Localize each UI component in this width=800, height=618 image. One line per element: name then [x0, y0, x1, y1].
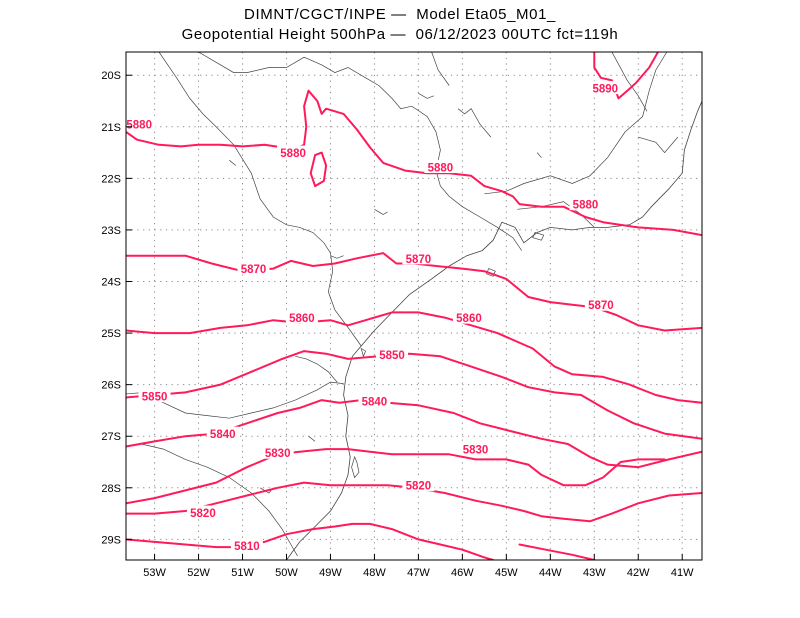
contour-label-5880: 5880 — [573, 200, 599, 212]
x-tick-label: 53W — [143, 567, 166, 579]
contour-label-5880: 5880 — [428, 163, 454, 175]
contour-label-5890: 5890 — [592, 84, 618, 96]
contour-label-bg — [186, 505, 219, 519]
x-tick-label: 45W — [495, 567, 518, 579]
lake-outline — [295, 355, 338, 383]
contour-label-bg — [206, 426, 239, 440]
island-outline — [360, 347, 367, 358]
y-tick-label: 24S — [101, 277, 121, 289]
y-tick-label: 28S — [101, 483, 121, 495]
chart-title-line1: DIMNT/CGCT/INPE — Model Eta05_M01_ — [244, 6, 556, 23]
contour-line-5830 — [126, 448, 666, 505]
contour-labels: 5890 5880 5880 5880 5880 5870 5870 5870 5860 5860… — [126, 81, 622, 553]
x-tick-label: 42W — [627, 567, 650, 579]
contour-line-5880 — [309, 151, 328, 188]
contour-label-bg — [589, 81, 622, 95]
coastline — [286, 100, 702, 560]
y-tick-label: 26S — [101, 380, 121, 392]
x-tick-label: 49W — [319, 567, 342, 579]
contour-label-5870: 5870 — [406, 254, 432, 266]
chart-title-line2: Geopotential Height 500hPa — 06/12/2023 … — [181, 26, 619, 43]
contour-label-5870: 5870 — [588, 300, 614, 312]
x-tick-label: 50W — [275, 567, 298, 579]
state-boundary — [517, 201, 595, 228]
contour-label-bg — [126, 117, 156, 131]
lake-outline — [308, 435, 316, 442]
x-tick-label: 41W — [671, 567, 694, 579]
lake-outline — [457, 108, 492, 138]
contour-label-bg — [230, 538, 263, 552]
contour-label-5850: 5850 — [142, 391, 168, 403]
lake-outline — [229, 160, 237, 166]
contour-label-bg — [358, 394, 391, 408]
contour-label-5860: 5860 — [289, 313, 315, 325]
lake-outline — [330, 255, 344, 259]
contour-label-5840: 5840 — [210, 429, 236, 441]
state-boundary — [638, 136, 679, 154]
state-boundary — [431, 52, 450, 86]
lake-outline — [536, 152, 542, 158]
state-boundary — [611, 52, 648, 112]
contour-line-5880 — [126, 89, 702, 237]
y-tick-label: 21S — [101, 122, 121, 134]
y-tick-label: 25S — [101, 328, 121, 340]
contour-label-5850: 5850 — [379, 350, 405, 362]
y-tick-label: 27S — [101, 431, 121, 443]
state-boundary — [158, 52, 362, 347]
x-tick-label: 44W — [539, 567, 562, 579]
contour-label-5830: 5830 — [463, 445, 489, 457]
contour-label-bg — [424, 160, 457, 174]
plot-frame — [125, 51, 703, 561]
y-tick-label: 29S — [101, 534, 121, 546]
x-tick-label: 46W — [451, 567, 474, 579]
contour-label-bg — [138, 388, 171, 402]
grid-lines — [126, 52, 702, 560]
contour-label-5840: 5840 — [362, 397, 388, 409]
x-tick-label: 48W — [363, 567, 386, 579]
contour-label-bg — [459, 442, 492, 456]
contour-label-bg — [569, 197, 602, 211]
contour-label-bg — [452, 310, 485, 324]
contour-line-5810 — [126, 522, 495, 560]
contour-label-bg — [402, 478, 435, 492]
island-outline — [532, 232, 545, 241]
x-tick-label: 52W — [187, 567, 210, 579]
contour-label-5870: 5870 — [241, 264, 267, 276]
contour-line-5860 — [126, 311, 702, 404]
contour-label-bg — [237, 261, 270, 275]
contour-label-5830: 5830 — [265, 448, 291, 460]
y-tick-label: 22S — [101, 173, 121, 185]
contour-label-5880: 5880 — [280, 148, 306, 160]
y-tick-label: 20S — [101, 70, 121, 82]
y-tick-label: 23S — [101, 225, 121, 237]
contour-label-5860: 5860 — [456, 313, 482, 325]
contour-label-5810: 5810 — [234, 541, 260, 553]
contour-label-bg — [584, 297, 617, 311]
axis-ticks: 53W 52W 51W 50W 49W 48W 47W 46W 45W 44W 43W 42W 41W 2… — [101, 70, 694, 579]
x-tick-label: 43W — [583, 567, 606, 579]
contour-line-5810 — [518, 543, 596, 560]
contour-line-5850 — [126, 350, 702, 440]
contour-label-5880: 5880 — [126, 120, 152, 132]
x-tick-label: 47W — [407, 567, 430, 579]
island-outline — [351, 455, 360, 479]
contour-label-bg — [285, 310, 318, 324]
contour-label-5820: 5820 — [190, 508, 216, 520]
state-boundary — [198, 52, 522, 251]
state-boundary — [484, 52, 668, 195]
contour-label-bg — [261, 445, 294, 459]
lake-outline — [418, 92, 434, 99]
contour-label-bg — [277, 145, 310, 159]
contour-line-5890 — [593, 52, 659, 100]
x-tick-label: 51W — [231, 567, 254, 579]
contour-label-bg — [376, 347, 409, 361]
lake-outline — [374, 208, 388, 215]
contour-label-5820: 5820 — [406, 481, 432, 493]
contour-label-bg — [402, 251, 435, 265]
